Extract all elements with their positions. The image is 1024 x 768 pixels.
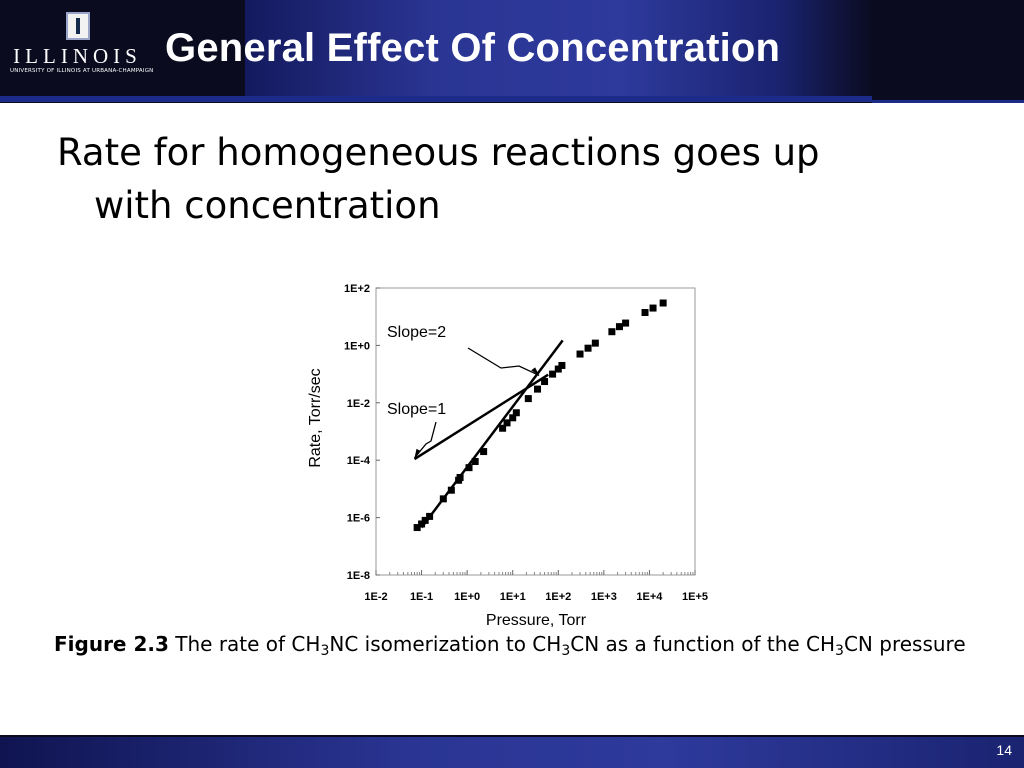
footer-line [0,735,1024,737]
x-axis-label: Pressure, Torr [486,612,587,629]
data-point [503,419,511,427]
data-point [512,409,520,417]
body-line-2: with concentration [94,184,441,227]
figure-label: Figure 2.3 [54,632,169,656]
x-tick-label: 1E+2 [545,591,571,603]
y-axis-label: Rate, Torr/sec [307,368,324,467]
header-rule-right [872,100,1024,103]
annotations: Slope=2 Slope=1 [387,324,540,459]
x-tick-label: 1E-1 [410,591,433,603]
data-point [659,299,667,307]
slope-2-label: Slope=2 [387,324,446,341]
header-rule [0,96,872,102]
header-band [245,0,873,96]
data-point [524,395,532,403]
y-axis-ticks: 1E-8 1E-6 1E-4 1E-2 1E+0 1E+2 [344,283,380,582]
rate-vs-pressure-chart: 1E-8 1E-6 1E-4 1E-2 1E+0 1E+2 1E-2 1E-1 1E+0 1E+… [307,283,708,629]
slope-1-label: Slope=1 [387,401,446,418]
caption-sub-3: 3 [835,643,844,659]
x-tick-label: 1E+4 [636,591,663,603]
illinois-logo: ILLINOIS UNIVERSITY OF ILLINOIS AT URBAN… [10,12,154,82]
data-points [413,299,667,532]
data-point [622,319,630,327]
slide-title: General Effect Of Concentration [165,26,781,70]
logo-subtext: UNIVERSITY OF ILLINOIS AT URBANA-CHAMPAI… [10,68,154,74]
data-point [608,328,616,336]
data-point [447,486,455,494]
data-point [541,378,549,386]
slope-2-leader [467,347,540,377]
footer-band [0,737,1024,768]
y-tick-label: 1E-2 [347,398,370,410]
data-point [576,350,584,358]
data-point [421,516,429,524]
caption-text-3: CN as a function of the CH [570,632,836,656]
x-tick-label: 1E-2 [364,591,387,603]
logo-wordmark: ILLINOIS [13,44,142,68]
data-point [418,520,426,528]
x-tick-label: 1E+1 [500,591,526,603]
fit-line [413,373,549,461]
slope-1-arrowhead [414,448,421,458]
data-point [534,385,542,393]
y-tick-label: 1E-4 [347,455,371,467]
x-axis-ticks: 1E-2 1E-1 1E+0 1E+1 1E+2 1E+3 1E+4 1E+5 [364,570,708,603]
x-tick-label: 1E+0 [454,591,480,603]
data-point [554,365,562,373]
caption-text-1: The rate of CH [168,632,321,656]
data-point [439,495,447,503]
x-tick-label: 1E+5 [682,591,708,603]
y-tick-label: 1E+0 [344,340,370,352]
x-tick-label: 1E+3 [591,591,617,603]
caption-text-4: CN pressure [843,632,966,656]
data-point [509,414,517,422]
data-point [649,304,657,312]
body-text: Rate for homogeneous reactions goes up w… [57,126,937,232]
y-tick-label: 1E-8 [347,570,370,582]
data-point [456,473,464,481]
data-point [465,464,473,472]
data-point [471,458,479,466]
data-point [591,339,599,347]
data-point [413,524,421,532]
body-line-1: Rate for homogeneous reactions goes up [57,131,820,174]
slope-2-arrowhead [531,367,540,376]
caption-sub-1: 3 [320,643,330,659]
data-point [480,448,488,456]
data-point [499,424,507,432]
y-tick-label: 1E+2 [344,283,370,295]
block-i-icon [66,12,90,40]
y-tick-label: 1E-6 [347,513,370,525]
data-point [584,344,592,352]
data-point [549,370,557,378]
data-point [558,361,566,369]
data-point [641,309,649,317]
caption-text-2: NC isomerization to CH [329,632,562,656]
figure-caption: Figure 2.3 The rate of CH3NC isomerizati… [54,628,994,661]
x-minor-ticks [389,572,694,575]
data-point [615,323,623,331]
caption-sub-2: 3 [561,643,571,659]
page-number: 14 [996,742,1012,758]
plot-frame [375,287,696,576]
data-point [426,512,434,520]
